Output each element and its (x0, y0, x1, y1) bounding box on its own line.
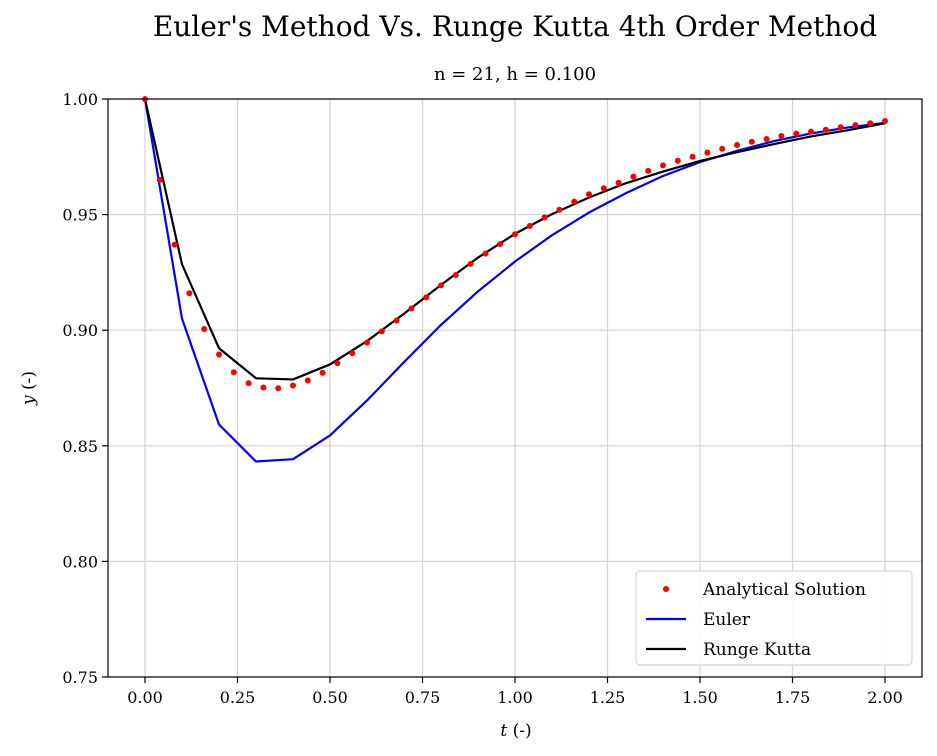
data-point-analytical-solution (304, 377, 311, 384)
y-tick-label: 0.95 (62, 206, 98, 225)
data-point-analytical-solution (586, 191, 592, 198)
data-point-analytical-solution (852, 122, 859, 129)
y-tick-label: 0.90 (62, 321, 98, 340)
x-axis-label-var: t (500, 721, 507, 741)
data-point-analytical-solution (512, 231, 518, 238)
data-point-analytical-solution (186, 290, 193, 297)
data-point-analytical-solution (719, 145, 726, 152)
x-tick-label: 1.00 (497, 688, 533, 707)
data-point-analytical-solution (808, 128, 814, 135)
data-point-analytical-solution (349, 350, 356, 357)
legend-label: Euler (703, 610, 751, 630)
data-point-analytical-solution (882, 117, 888, 124)
data-point-analytical-solution (630, 173, 637, 180)
data-point-analytical-solution (378, 328, 385, 335)
data-point-analytical-solution (704, 149, 711, 156)
data-point-analytical-solution (615, 179, 622, 186)
x-tick-label: 0.25 (220, 688, 256, 707)
data-point-analytical-solution (408, 305, 415, 312)
data-point-analytical-solution (467, 260, 474, 267)
data-point-analytical-solution (734, 142, 740, 149)
ticks: 0.00 0.25 0.50 0.75 1.00 1.25 1.50 1.75 2.00 0.75… (62, 90, 902, 707)
data-point-analytical-solution (275, 385, 282, 392)
x-axis-label-unit: (-) (513, 721, 532, 741)
series-layer (142, 96, 888, 463)
x-tick-label: 1.75 (775, 688, 811, 707)
data-point-analytical-solution (334, 360, 341, 367)
x-tick-label: 0.75 (405, 688, 441, 707)
data-point-analytical-solution (822, 126, 829, 133)
data-point-analytical-solution (156, 176, 163, 183)
y-axis-label-var: y (19, 395, 39, 406)
data-point-analytical-solution (600, 185, 607, 192)
x-tick-label: 2.00 (867, 688, 903, 707)
legend: Analytical Solution Euler Runge Kutta (635, 570, 913, 666)
data-point-analytical-solution (763, 135, 770, 142)
y-tick-label: 1.00 (62, 90, 98, 109)
data-point-analytical-solution (201, 326, 208, 333)
data-point-analytical-solution (393, 317, 400, 324)
data-point-analytical-solution (497, 240, 504, 247)
y-tick-label: 0.80 (62, 552, 98, 571)
y-tick-label: 0.85 (62, 437, 98, 456)
x-axis-label: t (-) (500, 721, 531, 741)
legend-label: Runge Kutta (703, 640, 811, 660)
chart-subtitle: n = 21, h = 0.100 (433, 64, 597, 85)
data-point-analytical-solution (556, 206, 563, 213)
data-point-analytical-solution (452, 271, 459, 278)
legend-dot-swatch (663, 586, 669, 592)
data-point-analytical-solution (482, 250, 489, 257)
data-point-analytical-solution (660, 162, 666, 169)
data-point-analytical-solution (290, 382, 296, 389)
y-axis-label: y (-) (19, 371, 39, 406)
data-point-analytical-solution (837, 124, 844, 131)
chart-title: Euler's Method Vs. Runge Kutta 4th Order… (152, 10, 878, 43)
data-point-analytical-solution (438, 282, 444, 289)
data-point-analytical-solution (674, 157, 681, 164)
y-axis-label-unit: (-) (19, 371, 39, 390)
data-point-analytical-solution (571, 198, 578, 205)
data-point-analytical-solution (748, 138, 755, 145)
data-point-analytical-solution (793, 130, 800, 137)
legend-label: Analytical Solution (702, 580, 866, 600)
data-point-analytical-solution (541, 214, 548, 221)
data-point-analytical-solution (364, 339, 370, 346)
data-point-analytical-solution (526, 222, 533, 229)
data-point-analytical-solution (423, 294, 430, 301)
data-point-analytical-solution (319, 369, 326, 376)
x-tick-label: 0.50 (312, 688, 348, 707)
x-tick-label: 1.50 (682, 688, 718, 707)
data-point-analytical-solution (778, 132, 785, 139)
y-tick-label: 0.75 (62, 668, 98, 687)
x-tick-label: 1.25 (590, 688, 626, 707)
data-point-analytical-solution (689, 153, 696, 160)
x-tick-label: 0.00 (127, 688, 163, 707)
data-point-analytical-solution (645, 167, 652, 174)
legend-box (635, 570, 913, 666)
data-point-analytical-solution (216, 351, 222, 358)
series-line-euler (143, 98, 886, 463)
data-point-analytical-solution (230, 369, 237, 376)
data-point-analytical-solution (245, 380, 252, 387)
data-point-analytical-solution (867, 120, 874, 127)
data-point-analytical-solution (260, 384, 267, 391)
data-point-analytical-solution (171, 241, 178, 248)
